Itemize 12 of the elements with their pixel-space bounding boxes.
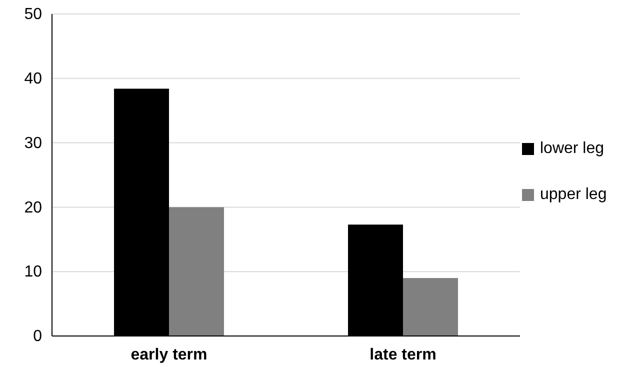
y-tick-label: 50 (24, 6, 42, 24)
y-tick-label: 20 (24, 199, 42, 216)
legend-label: upper leg (540, 186, 607, 203)
bar (403, 278, 458, 336)
bar (169, 207, 224, 336)
x-tick-label: late term (370, 346, 436, 364)
y-tick-label: 40 (24, 70, 42, 88)
legend-label: lower leg (540, 140, 604, 157)
y-tick-label: 0 (33, 328, 42, 346)
x-tick-label: early term (130, 346, 208, 364)
y-tick-label: 10 (24, 264, 42, 281)
y-tick-label: 30 (24, 134, 42, 152)
